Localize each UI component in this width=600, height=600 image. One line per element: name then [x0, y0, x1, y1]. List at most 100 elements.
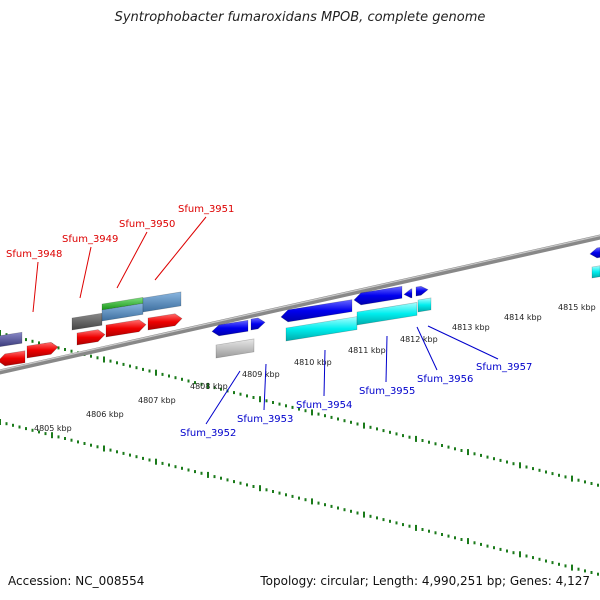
feature-blue-4 — [353, 285, 403, 306]
minor-tick — [512, 551, 515, 555]
minor-tick — [226, 478, 229, 482]
minor-tick — [551, 472, 554, 476]
minor-tick — [330, 504, 333, 508]
major-tick — [519, 551, 521, 558]
gene-label[interactable]: Sfum_3950 — [119, 219, 175, 230]
minor-tick — [142, 367, 144, 371]
minor-tick — [408, 435, 411, 439]
minor-tick — [493, 546, 495, 550]
minor-tick — [64, 348, 66, 351]
minor-tick — [499, 458, 502, 462]
minor-tick — [564, 564, 567, 568]
feature-lightgrey — [215, 338, 255, 359]
minor-tick — [376, 427, 378, 431]
gene-label[interactable]: Sfum_3954 — [296, 400, 352, 411]
major-tick — [103, 356, 105, 363]
major-tick — [519, 462, 521, 469]
tick-marks — [0, 330, 599, 576]
minor-tick — [441, 533, 443, 536]
minor-tick — [343, 419, 346, 423]
minor-tick — [298, 496, 300, 500]
minor-tick — [532, 556, 534, 560]
major-tick — [259, 485, 261, 492]
minor-tick — [330, 415, 333, 419]
minor-tick — [83, 442, 86, 445]
gene-features — [0, 247, 600, 367]
major-tick — [155, 369, 157, 376]
minor-tick — [428, 440, 430, 444]
tick-label: 4812 kbp — [400, 335, 438, 344]
minor-tick — [395, 432, 398, 436]
major-tick — [207, 382, 209, 389]
feature-darkgrey — [71, 312, 103, 331]
minor-tick — [506, 549, 508, 553]
gene-label[interactable]: Sfum_3957 — [476, 362, 532, 373]
gene-label[interactable]: Sfum_3956 — [417, 374, 473, 385]
feature-red-5 — [147, 313, 183, 331]
minor-tick — [96, 356, 99, 360]
minor-tick — [434, 442, 437, 446]
minor-tick — [246, 394, 248, 398]
minor-tick — [395, 521, 398, 525]
backbone-highlight — [0, 235, 600, 371]
minor-tick — [265, 488, 268, 492]
minor-tick — [116, 361, 118, 365]
minor-tick — [122, 362, 125, 366]
minor-tick — [584, 480, 586, 484]
major-tick — [571, 475, 573, 482]
major-tick — [571, 564, 573, 571]
minor-tick — [369, 514, 372, 518]
minor-tick — [590, 571, 593, 574]
feature-red-4 — [105, 319, 147, 338]
minor-tick — [486, 544, 489, 548]
minor-tick — [343, 508, 346, 512]
minor-tick — [5, 422, 8, 426]
minor-tick — [272, 490, 274, 493]
minor-tick — [239, 481, 242, 485]
major-tick — [415, 524, 417, 531]
minor-tick — [441, 444, 443, 447]
minor-tick — [278, 491, 281, 495]
minor-tick — [434, 531, 437, 535]
gene-label[interactable]: Sfum_3953 — [237, 414, 293, 425]
minor-tick — [460, 449, 463, 452]
gene-label[interactable]: Sfum_3949 — [62, 234, 118, 245]
minor-tick — [480, 542, 482, 546]
minor-tick — [233, 480, 235, 484]
minor-tick — [486, 455, 489, 459]
minor-tick — [265, 399, 268, 403]
minor-tick — [77, 440, 79, 444]
minor-tick — [551, 561, 554, 565]
minor-tick — [291, 405, 294, 409]
major-tick — [0, 330, 1, 336]
callout-line — [205, 370, 241, 425]
minor-tick — [298, 407, 300, 411]
minor-tick — [25, 427, 27, 431]
minor-tick — [25, 338, 27, 342]
minor-tick — [252, 396, 255, 399]
accession-label: Accession: NC_008554 — [8, 574, 145, 588]
minor-tick — [421, 439, 424, 442]
minor-tick — [324, 503, 326, 507]
gene-label[interactable]: Sfum_3952 — [180, 428, 236, 439]
gene-label[interactable]: Sfum_3951 — [178, 204, 234, 215]
minor-tick — [538, 557, 541, 561]
feature-cyan-1 — [285, 316, 358, 342]
minor-tick — [57, 435, 60, 439]
minor-tick — [181, 466, 183, 470]
minor-tick — [291, 494, 294, 498]
minor-tick — [597, 483, 599, 487]
tick-label: 4806 kbp — [86, 410, 124, 419]
gene-label[interactable]: Sfum_3955 — [359, 386, 415, 397]
minor-tick — [168, 374, 170, 378]
callout-line — [385, 335, 388, 383]
minor-tick — [454, 447, 456, 451]
minor-tick — [480, 453, 482, 457]
minor-tick — [57, 346, 60, 350]
gene-label[interactable]: Sfum_3948 — [6, 249, 62, 260]
minor-tick — [64, 437, 66, 440]
feature-blue-6 — [415, 285, 429, 297]
minor-tick — [90, 354, 92, 358]
minor-tick — [38, 430, 40, 434]
minor-tick — [31, 428, 34, 432]
